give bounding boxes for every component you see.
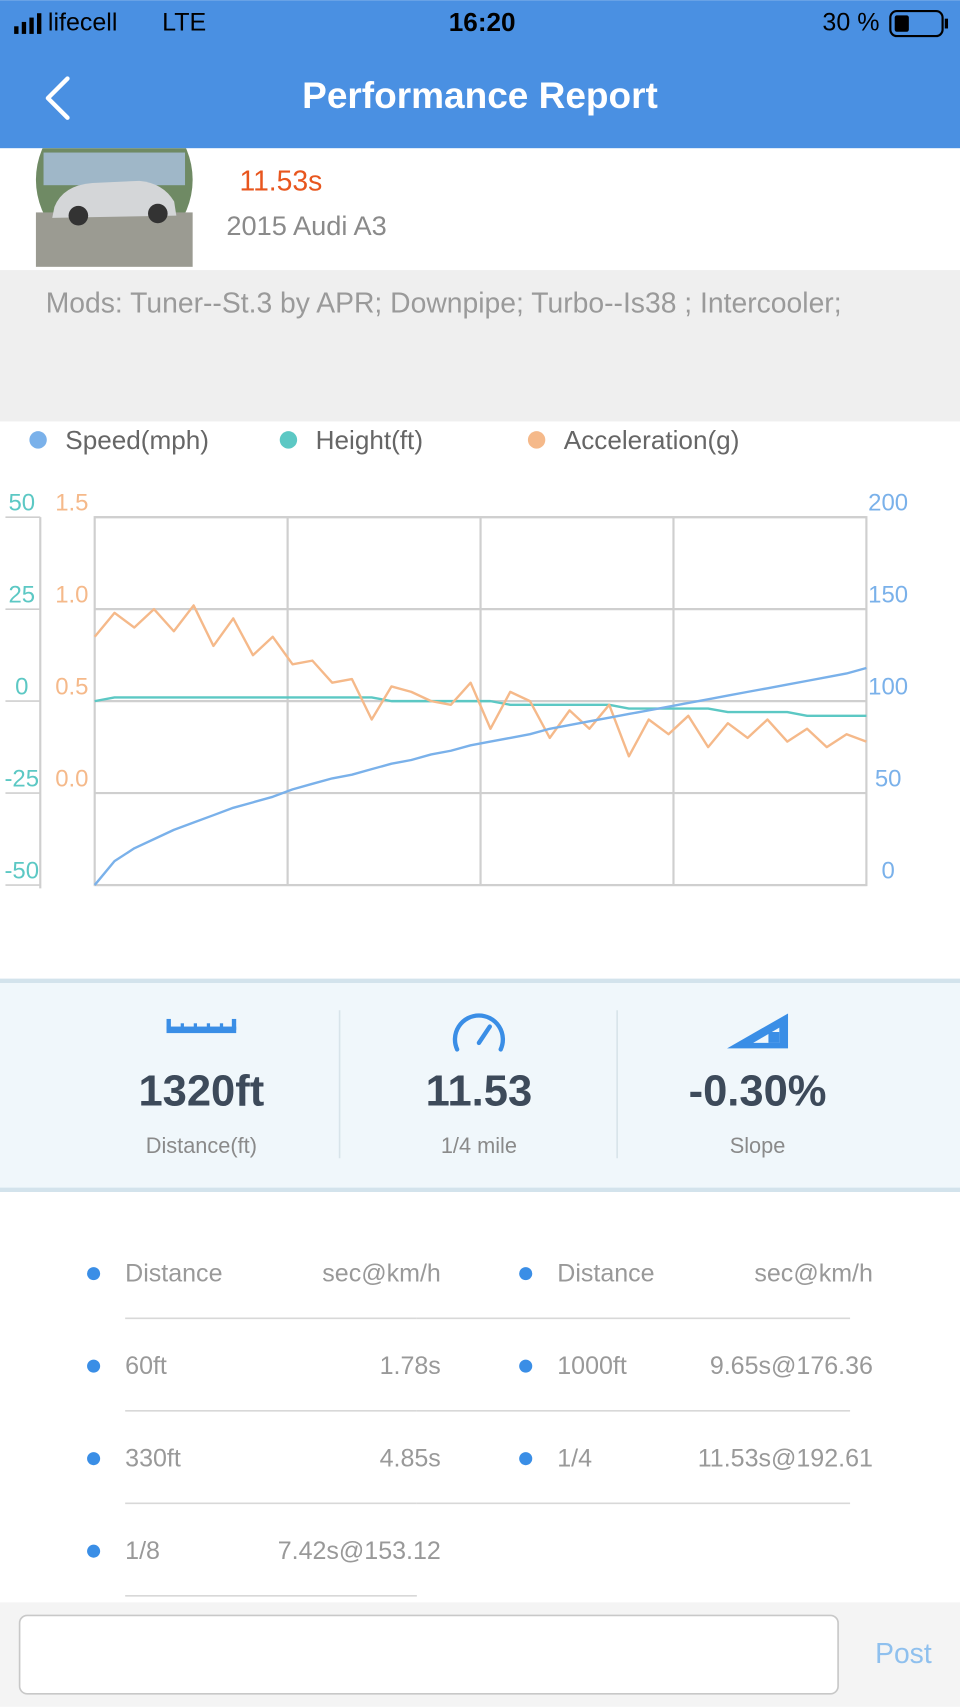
bullet: [87, 1544, 101, 1558]
y-tick-label: 50: [875, 765, 902, 792]
split-distance: 1000ft: [557, 1352, 627, 1380]
split-distance: 330ft: [125, 1444, 181, 1472]
split-distance: 1/4: [557, 1444, 592, 1472]
split-time: 11.53s@192.61: [698, 1444, 873, 1472]
stat-label: Slope: [730, 1133, 786, 1158]
bullet: [519, 1452, 533, 1466]
splits-table: Distance sec@km/h 60ft 1.78s 330ft 4.85s 1/8 7.…: [87, 1259, 873, 1597]
y-tick-label: 200: [868, 489, 908, 516]
legend-swatch: [279, 431, 298, 449]
y-tick-label: 1.0: [55, 581, 88, 608]
split-distance: 1/8: [125, 1537, 160, 1565]
split-time: 1.78s: [380, 1352, 441, 1380]
stat-value: 11.53: [426, 1068, 532, 1116]
y-tick-label: 0: [15, 673, 28, 700]
clock: 16:20: [449, 7, 516, 37]
bullet: [519, 1359, 533, 1373]
split-time: 4.85s: [380, 1444, 441, 1472]
page-title: Performance Report: [302, 75, 658, 116]
column-header: Distance: [125, 1259, 222, 1287]
car-model: 2015 Audi A3: [226, 210, 386, 241]
column-header: sec@km/h: [754, 1259, 873, 1287]
legend-label: Height(ft): [316, 425, 423, 455]
stats: 1320ft Distance(ft) 11.53 1/4 mile -0.30% Slo…: [138, 1068, 826, 1159]
back-button[interactable]: [45, 76, 70, 120]
gauge-icon: [452, 1013, 505, 1052]
bullet: [519, 1267, 533, 1281]
stat-label: Distance(ft): [146, 1133, 257, 1158]
stat-label: 1/4 mile: [441, 1133, 517, 1158]
column-header: sec@km/h: [322, 1259, 441, 1287]
bullet: [87, 1267, 101, 1281]
slope-icon: [727, 1013, 789, 1049]
legend-label: Acceleration(g): [564, 425, 740, 455]
split-time: 7.42s@153.12: [278, 1537, 441, 1565]
mods-text: Mods: Tuner--St.3 by APR; Downpipe; Turb…: [45, 286, 842, 320]
mods-panel: [0, 270, 960, 422]
column-header: Distance: [557, 1259, 654, 1287]
y-tick-label: 0: [881, 857, 894, 884]
mods-box: Mods: Tuner--St.3 by APR; Downpipe; Turb…: [45, 286, 842, 320]
split-time: 9.65s@176.36: [710, 1352, 873, 1380]
app-bar: [0, 0, 960, 149]
y-tick-label: 25: [8, 581, 35, 608]
y-tick-label: 0.0: [55, 765, 88, 792]
carrier: lifecell: [48, 9, 118, 37]
y-tick-label: 0.5: [55, 673, 88, 700]
stat-value: -0.30%: [689, 1068, 827, 1116]
comment-input[interactable]: [18, 1614, 839, 1695]
y-tick-label: 100: [868, 673, 908, 700]
bullet: [87, 1359, 101, 1373]
legend-swatch: [29, 431, 47, 449]
y-tick-label: -25: [4, 765, 39, 792]
split-distance: 60ft: [125, 1352, 167, 1380]
car-avatar: [35, 148, 193, 267]
bullet: [87, 1452, 101, 1466]
post-button[interactable]: Post: [875, 1637, 932, 1669]
y-tick-label: 1.5: [55, 489, 88, 516]
y-tick-label: 150: [868, 581, 908, 608]
legend-swatch: [527, 431, 546, 449]
series-line: [94, 696, 867, 718]
series-line: [93, 666, 867, 886]
series-line: [93, 604, 867, 758]
battery-icon: [889, 9, 949, 38]
stat-value: 1320ft: [138, 1068, 264, 1116]
ruler-icon: [166, 1018, 237, 1034]
chart: Speed(mph) Height(ft) Acceleration(g) 0 50 10…: [4, 425, 908, 889]
y-tick-label: 50: [8, 489, 35, 516]
network: LTE: [162, 9, 206, 37]
y-tick-label: -50: [4, 857, 39, 884]
legend-label: Speed(mph): [65, 425, 209, 455]
battery-level: 30 %: [822, 9, 879, 37]
signal-icon: [14, 13, 42, 34]
car-time: 11.53s: [239, 164, 322, 196]
